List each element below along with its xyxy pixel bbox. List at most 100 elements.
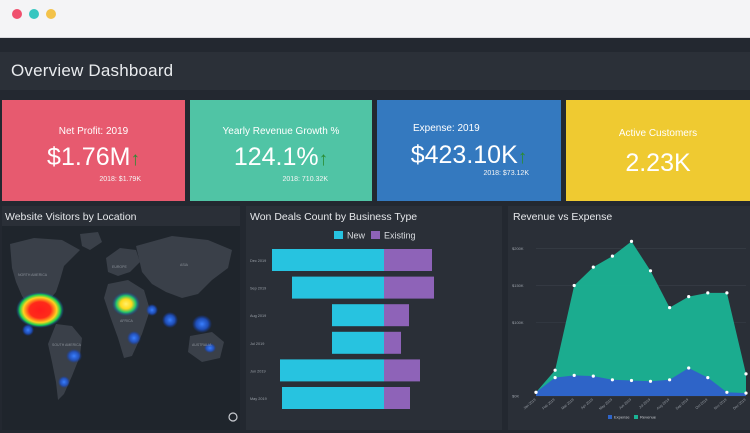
data-point-revenue[interactable]: [534, 390, 538, 394]
asia-shape: [136, 236, 232, 298]
kpi-value: 124.1%↑: [233, 143, 329, 171]
data-point-expense[interactable]: [744, 391, 748, 395]
bar-new[interactable]: [272, 249, 384, 271]
heat-east-asia: [192, 315, 212, 333]
y-tick-label: $100K: [512, 320, 524, 325]
x-tick-label: Nov 2019: [713, 398, 727, 411]
kpi-label: Active Customers: [618, 128, 698, 139]
y-tick-label: $150K: [512, 283, 524, 288]
data-point-revenue[interactable]: [572, 283, 576, 288]
bar-new[interactable]: [292, 276, 384, 299]
bar-existing[interactable]: [384, 387, 410, 409]
won-deals-chart[interactable]: New Existing Dec 2019 Sep 2019 Aug 2019 Jul 2…: [246, 206, 502, 430]
kpi-active-customers[interactable]: Active Customers 2.23K: [566, 100, 750, 201]
bar-existing[interactable]: [384, 249, 432, 271]
x-tick-label: Aug 2019: [656, 398, 670, 411]
bar-new[interactable]: [280, 359, 384, 382]
data-point-revenue[interactable]: [553, 368, 557, 372]
trend-up-icon: ↑: [318, 149, 329, 170]
data-point-expense[interactable]: [725, 390, 729, 394]
data-point-revenue[interactable]: [668, 306, 672, 310]
category-label: Sep 2019: [250, 287, 266, 291]
legend-label-revenue[interactable]: Revenue: [640, 415, 657, 420]
heat-australia: [204, 343, 216, 353]
heat-india: [162, 312, 178, 328]
region-label: NORTH AMERICA: [18, 273, 48, 277]
minimize-dot[interactable]: [29, 9, 39, 19]
bar-existing[interactable]: [384, 276, 434, 299]
bar-existing[interactable]: [384, 304, 409, 327]
x-tick-label: Dec 2019: [732, 398, 746, 411]
x-tick-label: Apr 2019: [580, 398, 594, 410]
revenue-expense-panel[interactable]: Revenue vs Expense $0K $100K $150K $200K Jan…: [508, 206, 750, 430]
category-label: May 2019: [250, 397, 267, 401]
kpi-expense[interactable]: Expense: 2019 $423.10K↑ 2018: $73.12K: [377, 100, 561, 201]
x-tick-label: May 2019: [598, 398, 613, 411]
legend-swatch-new: [334, 231, 343, 239]
bar-new[interactable]: [332, 304, 384, 327]
legend-label-new[interactable]: New: [347, 231, 366, 241]
kpi-revenue-growth[interactable]: Yearly Revenue Growth % 124.1%↑ 2018: 71…: [190, 100, 372, 201]
window-titlebar: [0, 0, 750, 38]
bar-new[interactable]: [332, 331, 384, 354]
maximize-dot[interactable]: [46, 9, 56, 19]
area-expense[interactable]: [536, 368, 746, 396]
data-point-expense[interactable]: [706, 376, 710, 380]
data-point-revenue[interactable]: [725, 291, 729, 295]
data-point-expense[interactable]: [610, 378, 614, 382]
heat-brazil: [66, 349, 82, 363]
map-zoom-icon[interactable]: [228, 412, 238, 422]
kpi-previous: 2018: $1.79K: [99, 176, 141, 183]
kpi-value: 2.23K: [625, 149, 691, 177]
kpi-previous: 2018: $73.12K: [483, 170, 529, 177]
data-point-expense[interactable]: [668, 378, 672, 382]
x-tick-label: Jun 2019: [618, 398, 632, 411]
data-point-revenue[interactable]: [610, 254, 614, 258]
legend-swatch-existing: [371, 231, 380, 239]
data-point-revenue[interactable]: [744, 372, 748, 376]
x-tick-label: Jan 2019: [523, 398, 537, 411]
data-point-expense[interactable]: [553, 376, 557, 380]
visitors-map-panel[interactable]: Website Visitors by Location: [2, 206, 240, 430]
greenland-shape: [80, 232, 102, 250]
trend-up-icon: ↑: [130, 149, 140, 170]
europe-shape: [106, 248, 140, 276]
data-point-expense[interactable]: [648, 379, 653, 383]
legend-label-existing[interactable]: Existing: [384, 231, 416, 241]
world-heatmap[interactable]: NORTH AMERICA EUROPE ASIA AFRICA SOUTH A…: [2, 206, 240, 430]
data-point-expense[interactable]: [572, 373, 576, 377]
heat-north-america: [16, 292, 64, 328]
region-label: SOUTH AMERICA: [52, 343, 82, 347]
panel-title: Revenue vs Expense: [513, 211, 613, 223]
data-point-expense[interactable]: [629, 378, 634, 383]
kpi-label: Net Profit: 2019: [58, 126, 129, 137]
kpi-previous: 2018: 710.32K: [282, 176, 328, 183]
won-deals-panel[interactable]: Won Deals Count by Business Type New Exis…: [246, 206, 502, 430]
x-tick-label: Jul 2019: [638, 398, 651, 410]
close-dot[interactable]: [12, 9, 22, 19]
region-label: AFRICA: [120, 319, 134, 323]
legend-label-expense[interactable]: Expense: [614, 415, 630, 420]
x-tick-label: Mar 2019: [561, 398, 575, 411]
data-point-revenue[interactable]: [648, 269, 653, 273]
kpi-value: $1.76M↑: [47, 143, 140, 171]
data-point-revenue[interactable]: [591, 265, 595, 269]
data-point-revenue[interactable]: [687, 295, 691, 299]
area-revenue[interactable]: [536, 241, 746, 396]
heat-middle-east: [146, 304, 158, 316]
data-point-revenue[interactable]: [629, 239, 634, 243]
data-point-revenue[interactable]: [706, 291, 710, 295]
heat-mexico: [22, 324, 34, 336]
legend-swatch-expense: [608, 415, 612, 419]
bar-new[interactable]: [282, 387, 384, 409]
revenue-expense-chart[interactable]: $0K $100K $150K $200K Jan 2019 Feb 2019 Mar 20…: [508, 206, 750, 430]
data-point-expense[interactable]: [591, 374, 595, 378]
kpi-net-profit[interactable]: Net Profit: 2019 $1.76M↑ 2018: $1.79K: [2, 100, 185, 201]
bar-existing[interactable]: [384, 359, 420, 382]
category-label: Aug 2019: [250, 314, 266, 318]
data-point-expense[interactable]: [687, 366, 691, 370]
page-title: Overview Dashboard: [11, 61, 174, 80]
x-tick-label: Sep 2019: [675, 398, 689, 411]
bar-existing[interactable]: [384, 331, 401, 354]
